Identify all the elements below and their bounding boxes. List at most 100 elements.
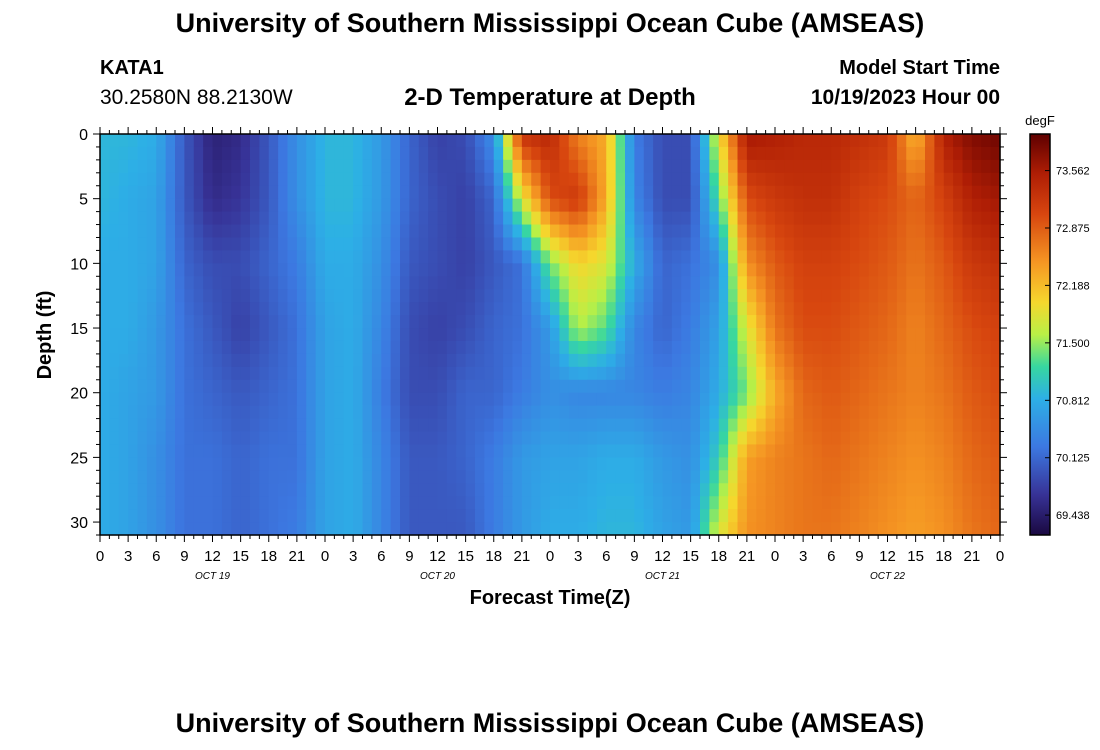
heatmap-cell xyxy=(456,185,467,200)
heatmap-cell xyxy=(587,159,598,174)
heatmap-cell xyxy=(578,224,589,239)
heatmap-cell xyxy=(156,379,167,394)
heatmap-cell xyxy=(221,146,232,161)
heatmap-cell xyxy=(428,379,439,394)
heatmap-cell xyxy=(446,340,457,355)
heatmap-cell xyxy=(859,340,870,355)
heatmap-cell xyxy=(193,237,204,252)
heatmap-cell xyxy=(221,431,232,446)
heatmap-cell xyxy=(934,444,945,458)
heatmap-cell xyxy=(484,250,495,264)
heatmap-cell xyxy=(371,328,382,342)
heatmap-cell xyxy=(306,134,317,148)
heatmap-cell xyxy=(456,328,467,342)
heatmap-cell xyxy=(428,276,439,290)
heatmap-cell xyxy=(821,392,832,407)
heatmap-cell xyxy=(906,211,917,226)
heatmap-cell xyxy=(934,418,945,433)
heatmap-cell xyxy=(278,237,289,252)
heatmap-cell xyxy=(765,353,776,368)
heatmap-cell xyxy=(596,134,607,148)
heatmap-cell xyxy=(287,366,298,381)
heatmap-cell xyxy=(268,172,279,187)
heatmap-cell xyxy=(484,522,495,536)
heatmap-cell xyxy=(203,405,214,420)
heatmap-cell xyxy=(484,405,495,420)
heatmap-cell xyxy=(165,302,176,316)
heatmap-cell xyxy=(587,146,598,161)
heatmap-cell xyxy=(250,366,260,381)
heatmap-cell xyxy=(831,522,842,536)
heatmap-cell xyxy=(193,353,204,368)
heatmap-cell xyxy=(446,470,457,484)
heatmap-cell xyxy=(306,470,317,484)
heatmap-cell xyxy=(868,276,879,290)
heatmap-cell xyxy=(100,315,110,329)
heatmap-cell xyxy=(343,366,354,381)
heatmap-cell xyxy=(146,340,157,355)
heatmap-cell xyxy=(146,263,157,277)
heatmap-cell xyxy=(728,185,739,200)
heatmap-cell xyxy=(231,340,242,355)
heatmap-cell xyxy=(625,328,635,342)
heatmap-cell xyxy=(437,379,448,394)
heatmap-cell xyxy=(775,366,785,381)
heatmap-cell xyxy=(971,340,982,355)
heatmap-cell xyxy=(859,185,870,200)
heatmap-cell xyxy=(250,405,260,420)
heatmap-cell xyxy=(662,392,673,407)
heatmap-cell xyxy=(587,379,598,394)
heatmap-cell xyxy=(531,302,542,316)
heatmap-cell xyxy=(100,379,110,394)
heatmap-cell xyxy=(981,263,992,277)
heatmap-cell xyxy=(840,302,851,316)
heatmap-cell xyxy=(250,250,260,264)
heatmap-cell xyxy=(100,276,110,290)
heatmap-cell xyxy=(737,224,748,239)
heatmap-cell xyxy=(493,250,504,264)
heatmap-cell xyxy=(700,444,710,458)
heatmap-cell xyxy=(109,250,120,264)
heatmap-cell xyxy=(681,496,692,510)
heatmap-cell xyxy=(681,340,692,355)
heatmap-cell xyxy=(746,134,757,148)
x-tick-label: 6 xyxy=(602,548,610,565)
heatmap-cell xyxy=(831,250,842,264)
heatmap-cell xyxy=(512,198,523,213)
heatmap-cell xyxy=(259,276,270,290)
heatmap-cell xyxy=(690,509,701,523)
heatmap-cell xyxy=(381,522,392,536)
heatmap-cell xyxy=(475,263,485,277)
heatmap-cell xyxy=(803,496,814,510)
heatmap-cell xyxy=(484,470,495,484)
heatmap-cell xyxy=(343,172,354,187)
heatmap-cell xyxy=(118,289,129,303)
heatmap-cell xyxy=(868,250,879,264)
heatmap-cell xyxy=(137,483,148,497)
heatmap-cell xyxy=(718,250,729,264)
heatmap-cell xyxy=(381,418,392,433)
heatmap-cell xyxy=(503,185,514,200)
heatmap-cell xyxy=(943,340,954,355)
heatmap-cell xyxy=(390,289,401,303)
heatmap-cell xyxy=(231,237,242,252)
heatmap-cell xyxy=(887,340,898,355)
heatmap-cell xyxy=(568,379,579,394)
heatmap-cell xyxy=(418,405,429,420)
heatmap-cell xyxy=(165,237,176,252)
heatmap-cell xyxy=(390,496,401,510)
heatmap-cell xyxy=(100,146,110,161)
heatmap-cell xyxy=(325,328,335,342)
heatmap-cell xyxy=(859,431,870,446)
heatmap-cell xyxy=(803,211,814,226)
heatmap-cell xyxy=(540,237,551,252)
heatmap-cell xyxy=(409,302,420,316)
heatmap-cell xyxy=(681,289,692,303)
heatmap-cell xyxy=(578,134,589,148)
heatmap-cell xyxy=(718,159,729,174)
heatmap-cell xyxy=(156,302,167,316)
heatmap-cell xyxy=(887,315,898,329)
heatmap-cell xyxy=(353,289,364,303)
heatmap-cell xyxy=(850,431,860,446)
heatmap-cell xyxy=(756,146,767,161)
